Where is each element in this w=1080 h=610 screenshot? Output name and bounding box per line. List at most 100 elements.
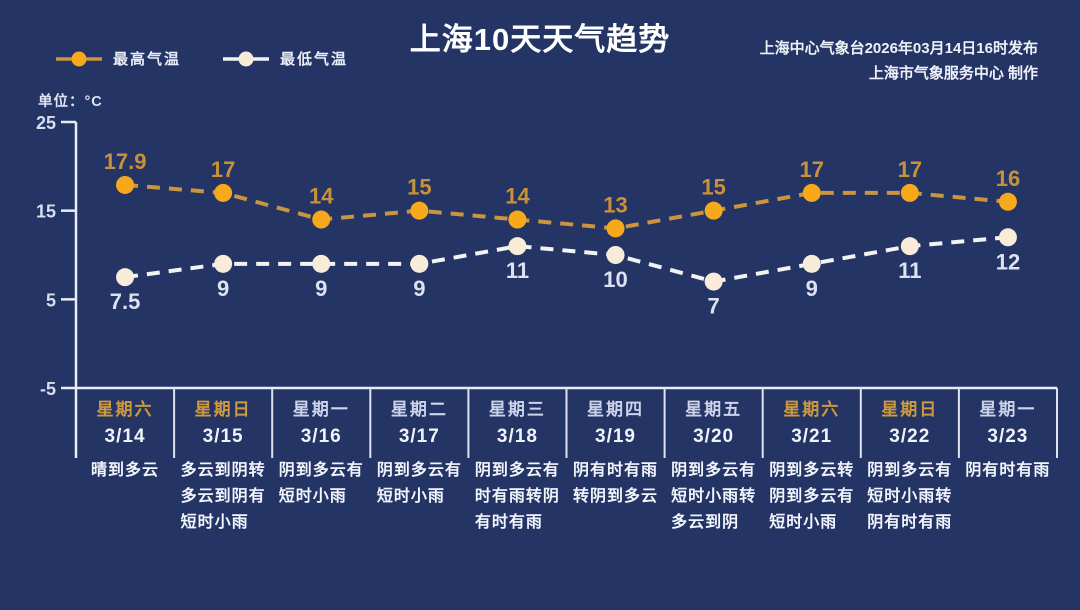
weather-description-line: 阴有时有雨 — [573, 462, 659, 479]
weather-description-line: 阴到多云有 — [376, 462, 462, 479]
max-temp-marker — [410, 201, 429, 220]
max-temp-value: 17 — [898, 157, 922, 182]
min-temp-line-icon — [223, 51, 270, 66]
weather-description-line: 转阴到多云 — [573, 488, 659, 505]
day-column: 星期六 3/14 晴到多云 — [76, 392, 174, 536]
weather-description-line: 阴到多云有 — [769, 488, 855, 505]
weather-description: 阴到多云转阴到多云有短时小雨 — [769, 458, 854, 536]
weather-description-line: 短时小雨转 — [867, 488, 953, 505]
weekday-label: 星期一 — [292, 400, 350, 419]
max-temp-marker — [900, 183, 919, 202]
weather-description-line: 短时小雨 — [769, 514, 838, 531]
min-temp-line — [124, 235, 1009, 284]
page-title: 上海10天天气趋势 — [409, 22, 671, 57]
weekday-label: 星期二 — [390, 400, 448, 419]
date-label: 3/20 — [693, 426, 735, 447]
max-temp-line — [124, 182, 1009, 231]
day-column: 星期一 3/16 阴到多云有短时小雨 — [272, 392, 370, 536]
day-column: 星期日 3/22 阴到多云有 短时小雨转 阴有时有雨 — [861, 392, 959, 536]
weather-description-line: 多云到阴转 — [180, 462, 266, 479]
weather-description: 晴到多云 — [91, 458, 159, 484]
min-temp-legend-marker — [238, 51, 254, 66]
min-temp-marker — [410, 254, 429, 273]
weather-description-line: 阴有时有雨 — [867, 514, 953, 531]
date-label: 3/17 — [398, 426, 440, 447]
min-temp-value: 11 — [898, 258, 921, 283]
weekday-label: 星期六 — [96, 400, 154, 419]
weather-description-line: 阴有时有雨 — [965, 462, 1051, 479]
y-axis-tick-label: 25 — [36, 113, 56, 133]
min-temp-value: 9 — [806, 276, 818, 301]
weather-description-line: 阴到多云有 — [474, 462, 560, 479]
max-temp-value: 17 — [211, 157, 235, 182]
weather-description-line: 短时小雨 — [278, 488, 347, 505]
max-temp-value: 14 — [505, 184, 530, 209]
legend-item-max-temp: 最高气温 — [56, 48, 181, 69]
chart-legend: 最高气温 最低气温 — [56, 48, 348, 69]
date-label: 3/21 — [791, 426, 833, 447]
weather-description: 阴到多云有 短时小雨 — [377, 458, 462, 510]
min-temp-value: 9 — [413, 276, 425, 301]
y-axis-tick-label: -5 — [40, 379, 56, 399]
day-column: 星期日 3/15 多云到阴转 多云到阴有 短时小雨 — [174, 392, 272, 536]
max-temp-value: 15 — [701, 175, 725, 200]
date-label: 3/19 — [595, 426, 636, 447]
max-temp-marker — [214, 183, 233, 202]
min-temp-marker — [214, 254, 233, 273]
min-temp-marker — [606, 246, 625, 264]
weather-description-line: 短时小雨转 — [671, 488, 757, 505]
date-label: 3/22 — [889, 426, 931, 447]
min-temp-value: 7.5 — [110, 289, 141, 314]
weekday-label: 星期六 — [783, 400, 841, 419]
min-temp-marker — [900, 237, 919, 256]
publisher-produced-line: 上海市气象服务中心 制作 — [868, 65, 1038, 82]
max-temp-marker — [312, 210, 331, 229]
max-temp-value: 17.9 — [104, 149, 147, 174]
day-column: 星期四 3/19 阴有时有雨转阴到多云 — [566, 392, 664, 536]
max-temp-marker — [998, 192, 1017, 211]
day-forecast-table: 星期六 3/14 晴到多云 星期日 3/15 多云到阴转 多云到阴有 短时小雨 星期一 3/16 阴… — [76, 392, 1057, 536]
weather-description-line: 多云到阴 — [671, 514, 740, 531]
weather-description: 阴到多云有 短时小雨 — [279, 458, 364, 510]
max-temp-marker — [508, 210, 527, 229]
unit-label: 单位：°C — [38, 94, 103, 110]
max-temp-marker — [116, 175, 135, 194]
weather-description-line: 晴到多云 — [91, 462, 160, 479]
weather-description-line: 短时小雨 — [376, 488, 445, 505]
max-temp-line-icon — [56, 51, 102, 66]
weather-description: 阴到多云有 时有雨转阴 有时有雨 — [475, 458, 560, 536]
day-column: 星期二 3/17 阴到多云有短时小雨 — [370, 392, 468, 536]
weather-description-line: 阴到多云转 — [769, 462, 855, 479]
min-temp-marker — [704, 272, 723, 291]
max-temp-marker — [606, 219, 625, 238]
legend-label-min-temp: 最低气温 — [280, 51, 349, 68]
max-temp-value: 16 — [996, 166, 1020, 191]
weekday-label: 星期四 — [587, 400, 645, 419]
date-label: 3/14 — [104, 426, 146, 447]
max-temp-value: 13 — [603, 192, 627, 217]
weather-description: 阴到多云有 短时小雨转 阴有时有雨 — [867, 458, 952, 536]
weather-description: 阴有时有雨 — [965, 458, 1050, 484]
publisher-info: 上海中心气象台2026年03月14日16时发布 上海市气象服务中心 制作 — [760, 36, 1038, 86]
day-column: 星期三 3/18 阴到多云有 时有雨转阴 有时有雨 — [468, 392, 566, 536]
date-label: 3/15 — [202, 426, 244, 447]
date-label: 3/16 — [300, 426, 342, 447]
weather-description-line: 阴到多云有 — [278, 462, 364, 479]
min-temp-marker — [802, 254, 821, 273]
weekday-label: 星期日 — [194, 400, 252, 419]
max-temp-marker — [802, 183, 821, 202]
weekday-label: 星期三 — [488, 400, 546, 419]
min-temp-value: 9 — [217, 276, 229, 301]
min-temp-value: 11 — [506, 258, 529, 283]
max-temp-value: 15 — [407, 175, 431, 200]
weather-description-line: 短时小雨 — [180, 514, 249, 531]
day-column: 星期六 3/21 阴到多云转阴到多云有短时小雨 — [763, 392, 861, 536]
min-temp-marker — [998, 228, 1017, 247]
date-label: 3/23 — [987, 426, 1029, 447]
max-temp-marker — [704, 201, 723, 220]
weather-description-line: 有时有雨 — [474, 514, 543, 531]
max-temp-value: 14 — [309, 184, 334, 209]
y-axis-tick-label: 15 — [36, 202, 56, 222]
min-temp-marker — [508, 237, 527, 256]
